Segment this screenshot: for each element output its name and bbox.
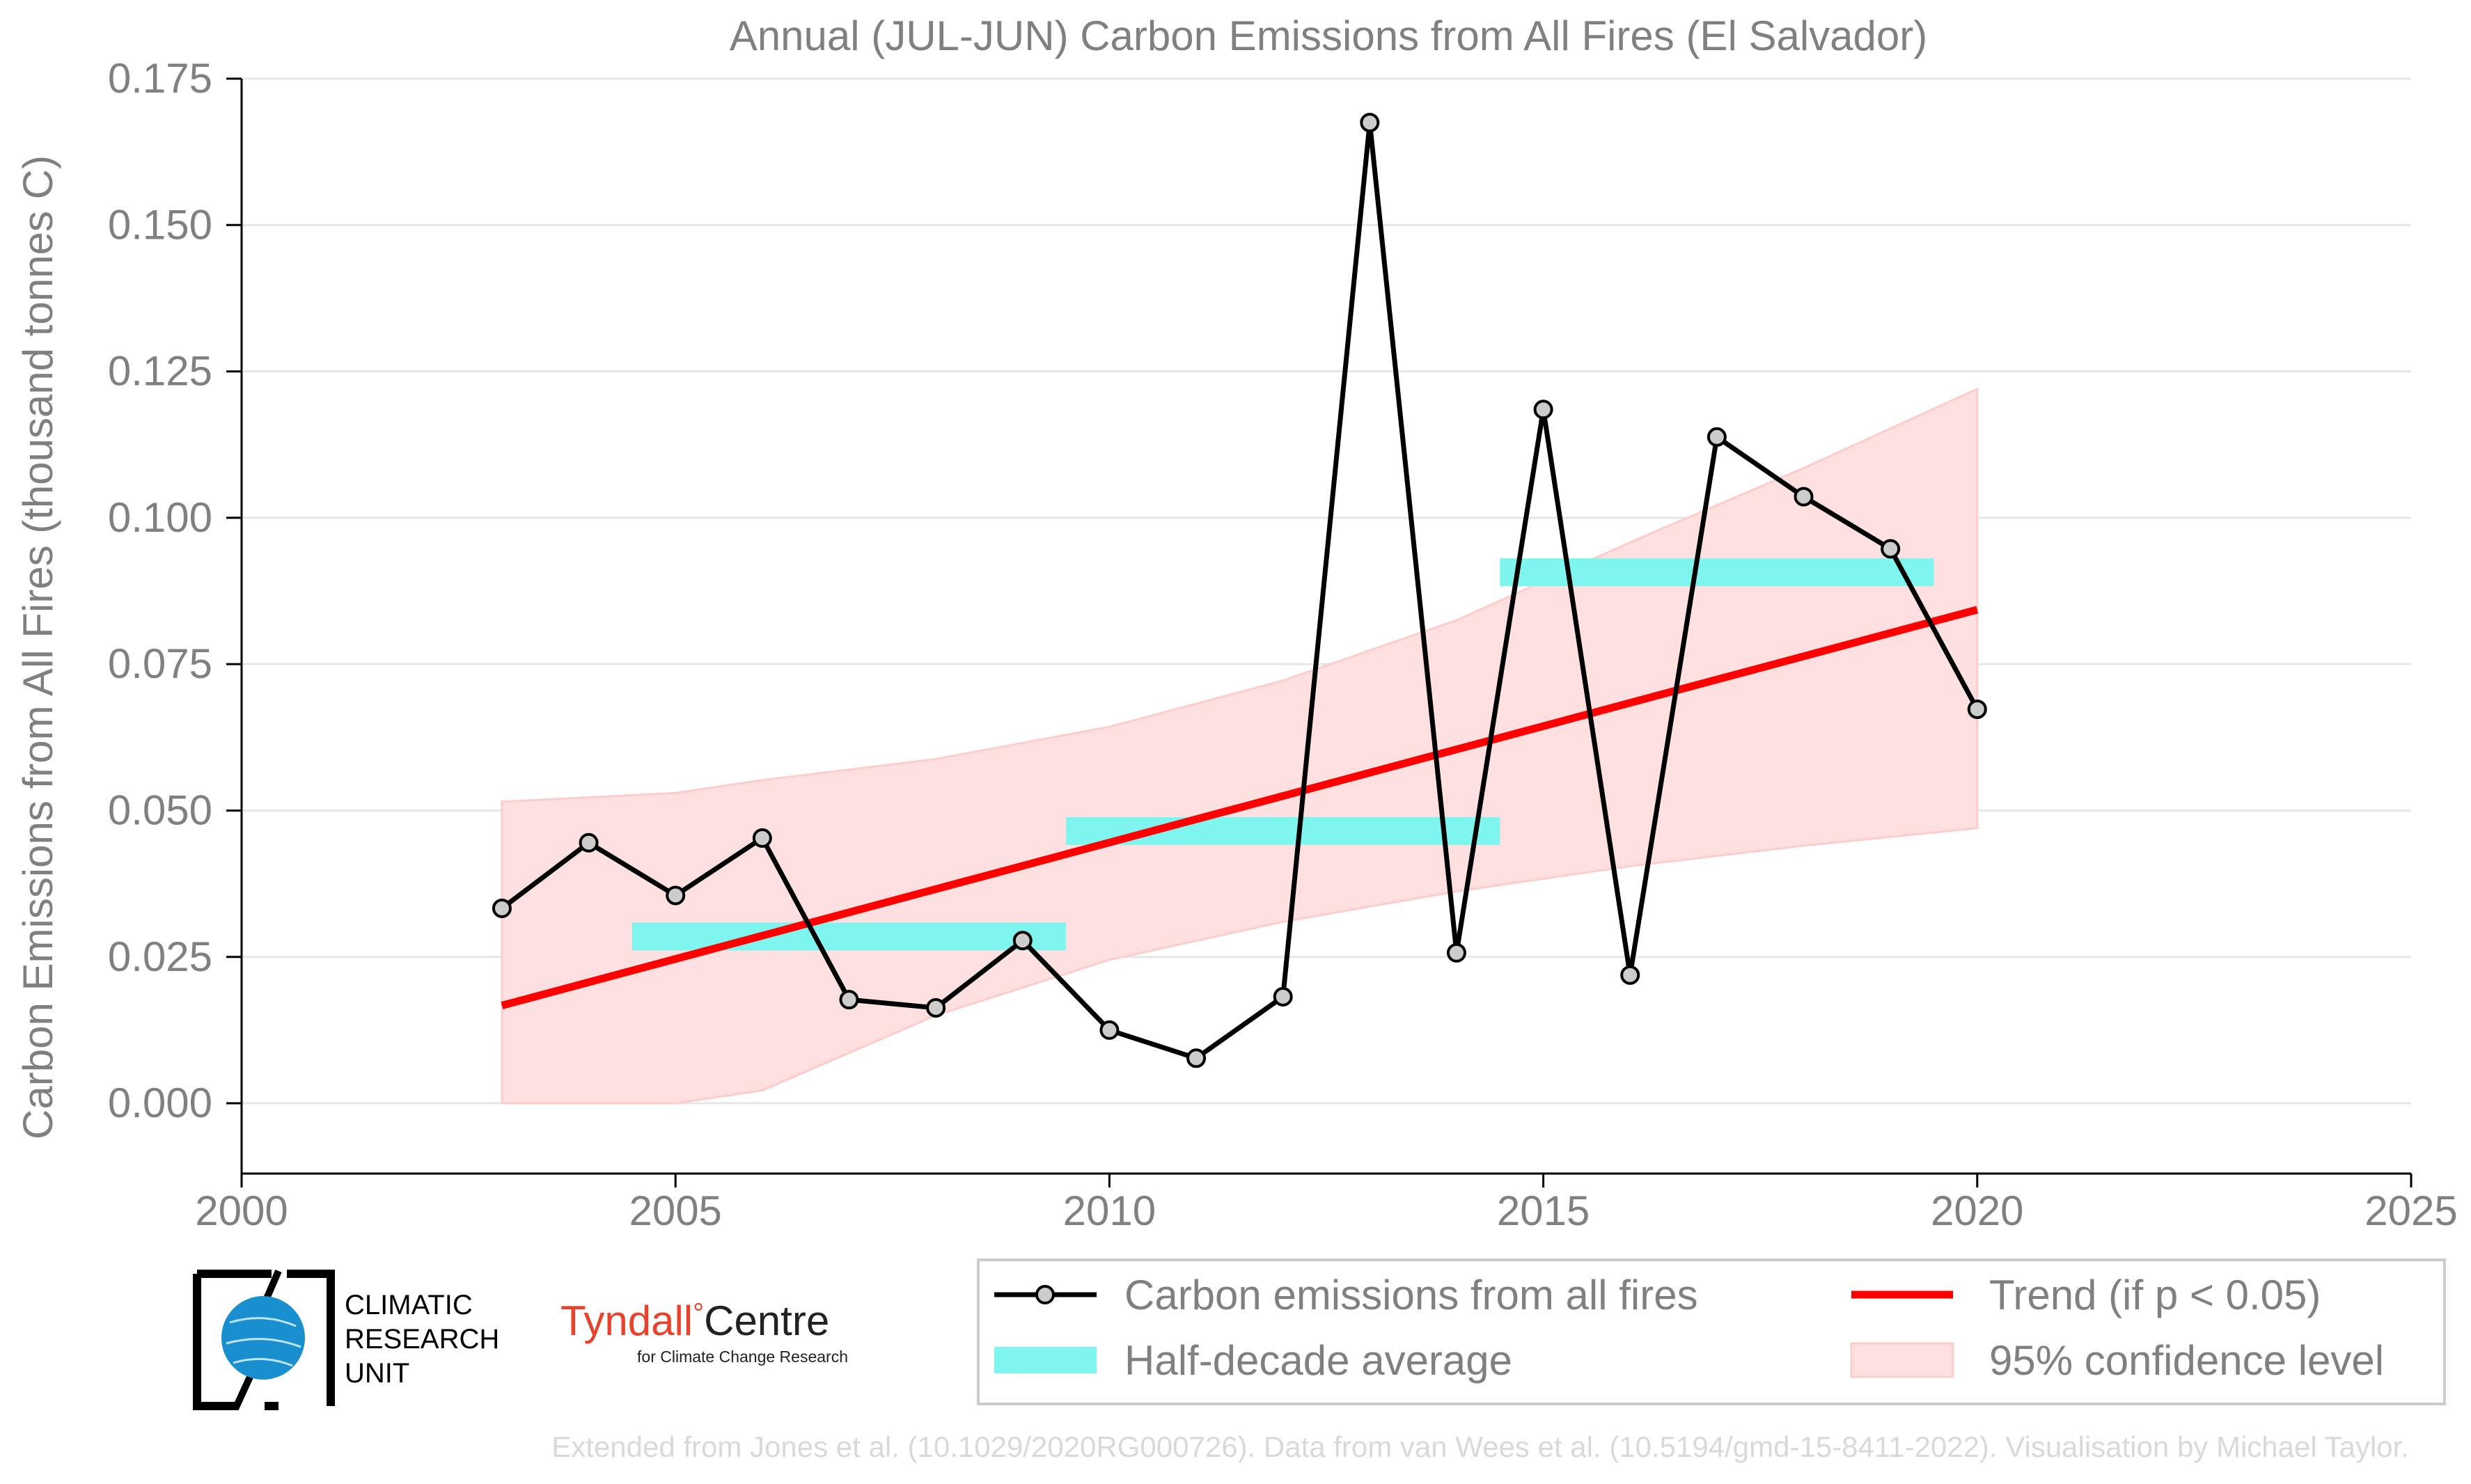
emissions-line (500, 120, 1979, 1061)
data-point (492, 898, 512, 918)
legend-item-trend: Trend (if p < 0.05) (1851, 1272, 2321, 1318)
data-point (1967, 699, 1987, 719)
tyndall-logo-centre: Centre (704, 1297, 829, 1344)
tick-labels: 0.000 0.025 0.050 0.075 0.100 0.125 0.150 0.175… (108, 55, 2458, 1234)
confidence-band-layer (501, 387, 1979, 1105)
x-tick-label: 2010 (1063, 1187, 1156, 1234)
legend-swatch-confidence (1850, 1342, 1954, 1378)
y-tick-label: 0.050 (108, 787, 212, 833)
tyndall-logo: Tyndall°Centre for Climate Change Resear… (560, 1297, 848, 1366)
data-point (1360, 113, 1380, 133)
data-point (926, 997, 946, 1018)
x-tick-label: 2015 (1497, 1187, 1590, 1234)
legend-label-confidence: 95% confidence level (1989, 1337, 2384, 1384)
trend-layer (501, 606, 1979, 1009)
data-point (1794, 487, 1814, 507)
x-tick-label: 2005 (629, 1187, 721, 1234)
legend-label-half-decade: Half-decade average (1124, 1337, 1512, 1384)
cru-logo-bracket-ends (197, 1270, 279, 1410)
legend: Carbon emissions from all fires Half-dec… (977, 1258, 2446, 1405)
y-tick-label: 0.075 (108, 640, 212, 687)
axes (226, 77, 2413, 1187)
data-point (579, 832, 599, 853)
data-point (1273, 986, 1293, 1007)
data-point (839, 990, 859, 1010)
tyndall-logo-subtitle: for Climate Change Research (637, 1348, 848, 1366)
data-point (752, 828, 772, 848)
cru-logo: CLIMATIC RESEARCH UNIT (193, 1270, 499, 1411)
data-point (1186, 1048, 1207, 1068)
x-tick-label: 2000 (195, 1187, 288, 1234)
data-point (1099, 1020, 1120, 1040)
globe-icon (221, 1296, 305, 1380)
data-point (1707, 427, 1727, 447)
tyndall-logo-text: Tyndall°Centre (560, 1297, 829, 1344)
y-tick-label: 0.125 (108, 348, 212, 395)
y-tick-label: 0.100 (108, 494, 212, 541)
y-tick-label: 0.175 (108, 55, 212, 102)
legend-label-emissions: Carbon emissions from all fires (1124, 1272, 1698, 1318)
confidence-band (501, 387, 1979, 1105)
legend-swatch-half-decade (994, 1347, 1097, 1373)
legend-frame (977, 1258, 2446, 1405)
y-tick-label: 0.000 (108, 1080, 212, 1126)
legend-label-trend: Trend (if p < 0.05) (1989, 1272, 2321, 1318)
data-point (1533, 400, 1553, 420)
cru-logo-text-3: UNIT (345, 1358, 409, 1389)
y-tick-label: 0.025 (108, 933, 212, 980)
legend-item-emissions: Carbon emissions from all fires (994, 1272, 1698, 1318)
tyndall-logo-main: Tyndall (560, 1297, 693, 1344)
x-tick-label: 2020 (1931, 1187, 2023, 1234)
data-point (1012, 931, 1033, 951)
data-point (1881, 539, 1901, 559)
y-axis-label: Carbon Emissions from All Fires (thousan… (15, 155, 61, 1139)
trend-line (501, 606, 1979, 1009)
chart-title: Annual (JUL-JUN) Carbon Emissions from A… (730, 13, 1928, 59)
x-tick-label: 2025 (2364, 1187, 2457, 1234)
y-tick-label: 0.150 (108, 201, 212, 248)
legend-item-half-decade: Half-decade average (994, 1337, 1512, 1384)
globe-lines-icon (226, 1317, 301, 1367)
emissions-line-layer (500, 120, 1979, 1061)
emissions-points-layer (492, 113, 1987, 1068)
legend-marker-emissions (1035, 1285, 1055, 1304)
tyndall-logo-degree: ° (693, 1298, 704, 1329)
cru-logo-text-2: RESEARCH (345, 1324, 499, 1355)
cru-logo-brackets (193, 1270, 335, 1410)
data-point (1446, 942, 1466, 963)
credit-text: Extended from Jones et al. (10.1029/2020… (551, 1430, 2409, 1463)
data-point (1620, 965, 1640, 985)
legend-item-confidence: 95% confidence level (1850, 1337, 2384, 1384)
cru-logo-text-1: CLIMATIC (345, 1290, 473, 1320)
data-point (666, 885, 686, 906)
